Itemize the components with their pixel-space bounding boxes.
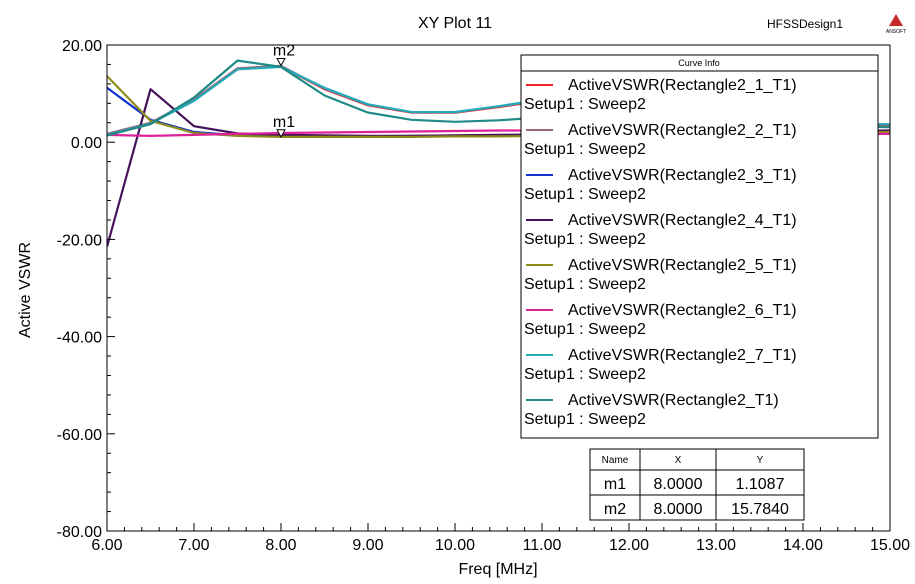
- marker-table-cell: 1.1087: [736, 476, 785, 493]
- ansoft-logo-text: ANSOFT: [886, 29, 906, 35]
- marker-table-frame: [589, 448, 805, 521]
- y-tick-label: -60.00: [57, 427, 102, 444]
- legend-series-name: ActiveVSWR(Rectangle2_2_T1): [568, 122, 797, 139]
- chart-title: XY Plot 11: [418, 15, 492, 32]
- marker-label: m2: [273, 42, 295, 59]
- y-tick-label: -80.00: [57, 524, 102, 541]
- x-tick-label: 9.00: [352, 537, 383, 554]
- x-tick-label: 10.00: [435, 537, 475, 554]
- legend-item: ActiveVSWR(Rectangle2_7_T1) Setup1 : Swee…: [524, 347, 797, 383]
- legend-series-name: ActiveVSWR(Rectangle2_3_T1): [568, 167, 797, 184]
- x-tick-label: 8.00: [265, 537, 296, 554]
- marker-table: Name X Ym1 8.0000 1.1087 m2 8.0000 15.7840: [589, 448, 805, 521]
- design-name: HFSSDesign1: [767, 17, 843, 31]
- legend-series-name: ActiveVSWR(Rectangle2_4_T1): [568, 212, 797, 229]
- x-tick-label: 11.00: [523, 537, 562, 554]
- marker-label: m1: [273, 114, 295, 131]
- legend-item: ActiveVSWR(Rectangle2_4_T1) Setup1 : Swee…: [524, 212, 797, 248]
- legend-series-setup: Setup1 : Sweep2: [524, 276, 646, 293]
- y-tick-label: 20.00: [62, 38, 102, 55]
- legend-item: ActiveVSWR(Rectangle2_5_T1) Setup1 : Swee…: [524, 257, 797, 293]
- marker-table-cell: m1: [604, 476, 626, 493]
- marker-table-cell: 15.7840: [731, 501, 789, 518]
- y-axis-label: Active VSWR: [17, 242, 34, 338]
- x-tick-label: 15.00: [870, 537, 910, 554]
- legend: Curve Info ActiveVSWR(Rectangle2_1_T1) Se…: [520, 54, 879, 439]
- legend-series-setup: Setup1 : Sweep2: [524, 366, 646, 383]
- legend-item: ActiveVSWR(Rectangle2_2_T1) Setup1 : Swee…: [524, 122, 797, 158]
- legend-item: ActiveVSWR(Rectangle2_3_T1) Setup1 : Swee…: [524, 167, 797, 203]
- legend-series-setup: Setup1 : Sweep2: [524, 411, 646, 428]
- marker-table-header: Name: [602, 455, 629, 466]
- legend-series-name: ActiveVSWR(Rectangle2_T1): [568, 392, 779, 409]
- legend-series-name: ActiveVSWR(Rectangle2_5_T1): [568, 257, 797, 274]
- legend-item: ActiveVSWR(Rectangle2_6_T1) Setup1 : Swee…: [524, 302, 797, 338]
- x-tick-label: 13.00: [696, 537, 736, 554]
- legend-box: [520, 54, 879, 439]
- marker-triangle: [276, 57, 286, 67]
- plot-frame: [106, 44, 891, 532]
- y-tick-label: -20.00: [57, 232, 102, 249]
- legend-item: ActiveVSWR(Rectangle2_1_T1) Setup1 : Swee…: [524, 77, 797, 113]
- x-tick-label: 7.00: [178, 537, 209, 554]
- x-tick-label: 6.00: [91, 537, 122, 554]
- x-tick-label: 14.00: [783, 537, 823, 554]
- x-axis-label: Freq [MHz]: [458, 561, 537, 578]
- legend-series-setup: Setup1 : Sweep2: [524, 186, 646, 203]
- legend-series-name: ActiveVSWR(Rectangle2_6_T1): [568, 302, 797, 319]
- y-tick-label: -40.00: [57, 330, 102, 347]
- legend-item: ActiveVSWR(Rectangle2_T1) Setup1 : Sweep2: [524, 392, 779, 428]
- legend-series-name: ActiveVSWR(Rectangle2_1_T1): [568, 77, 797, 94]
- x-tick-label: 12.00: [609, 537, 649, 554]
- legend-series-setup: Setup1 : Sweep2: [524, 141, 646, 158]
- ansoft-logo: ANSOFT: [886, 14, 906, 35]
- legend-series-setup: Setup1 : Sweep2: [524, 96, 646, 113]
- marker-triangle: [276, 129, 286, 138]
- marker-table-cell: 8.0000: [654, 476, 703, 493]
- legend-title: Curve Info: [678, 58, 720, 68]
- legend-series-setup: Setup1 : Sweep2: [524, 321, 646, 338]
- legend-series-name: ActiveVSWR(Rectangle2_7_T1): [568, 347, 797, 364]
- marker-table-header: X: [675, 455, 682, 466]
- marker-table-cell: 8.0000: [654, 501, 703, 518]
- y-tick-label: 0.00: [71, 135, 102, 152]
- marker-table-header: Y: [757, 455, 764, 466]
- legend-series-setup: Setup1 : Sweep2: [524, 231, 646, 248]
- marker-table-cell: m2: [604, 501, 626, 518]
